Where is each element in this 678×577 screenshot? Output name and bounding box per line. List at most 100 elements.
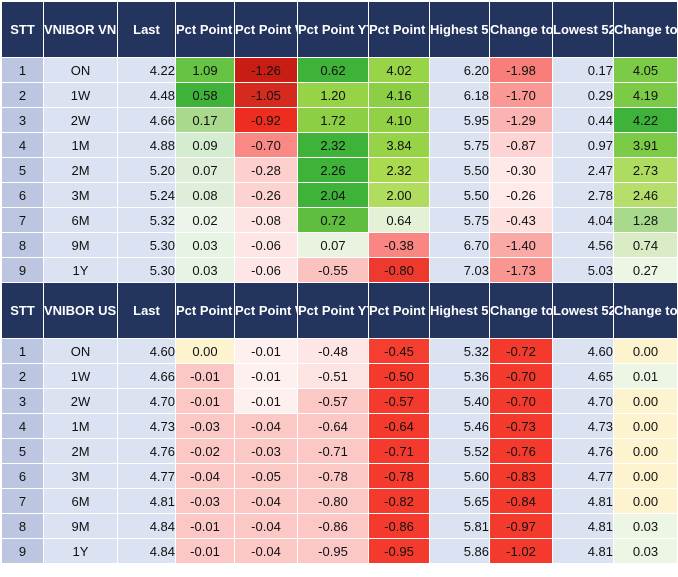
stt-cell: 4 <box>1 413 44 439</box>
table-row: 3 2W 4.70 -0.01 -0.01 -0.57 -0.57 5.40 -0.70 4.70… <box>1 388 678 414</box>
change-to-h52w-cell: -1.73 <box>489 257 553 283</box>
highest-52w-header: Highest 52W <box>429 1 490 58</box>
last-header: Last <box>117 282 176 339</box>
highest-52w-cell: 5.50 <box>429 182 490 208</box>
pct-ytd-cell: -0.95 <box>297 538 369 564</box>
pct-ww-cell: -0.03 <box>234 438 298 464</box>
lowest-52w-cell: 5.03 <box>552 257 614 283</box>
change-to-l52w-cell: 1.28 <box>613 207 678 233</box>
table-row: 2 1W 4.48 0.58 -1.05 1.20 4.16 6.18 -1.70 0.29 4.1… <box>1 82 678 108</box>
highest-52w-cell: 5.32 <box>429 338 490 364</box>
stt-cell: 6 <box>1 182 44 208</box>
pct-dd-cell: -0.02 <box>175 438 235 464</box>
lowest-52w-cell: 4.70 <box>552 388 614 414</box>
highest-52w-cell: 5.75 <box>429 132 490 158</box>
change-to-l52w-cell: 2.73 <box>613 157 678 183</box>
lowest-52w-cell: 4.77 <box>552 463 614 489</box>
change-to-l52w-cell: 0.00 <box>613 488 678 514</box>
pct-ww-cell: -0.04 <box>234 513 298 539</box>
change-to-l52w-cell: 0.00 <box>613 438 678 464</box>
pct-yy-header: Pct Point Y/Y <box>368 1 430 58</box>
table-row: 3 2W 4.66 0.17 -0.92 1.72 4.10 5.95 -1.29 0.44 4.2… <box>1 107 678 133</box>
lowest-52w-cell: 4.60 <box>552 338 614 364</box>
change-to-l52w-cell: 0.03 <box>613 538 678 564</box>
pct-ytd-cell: -0.86 <box>297 513 369 539</box>
pct-dd-cell: 0.03 <box>175 232 235 258</box>
pct-ytd-cell: 1.20 <box>297 82 369 108</box>
change-to-h52w-cell: -0.76 <box>489 438 553 464</box>
highest-52w-cell: 5.52 <box>429 438 490 464</box>
pct-dd-cell: 0.02 <box>175 207 235 233</box>
pct-yy-cell: -0.50 <box>368 363 430 389</box>
pct-ytd-cell: -0.55 <box>297 257 369 283</box>
pct-yy-cell: 2.32 <box>368 157 430 183</box>
stt-cell: 9 <box>1 257 44 283</box>
pct-yy-cell: -0.78 <box>368 463 430 489</box>
lowest-52w-header: Lowest 52W <box>552 282 614 339</box>
tenor-header: VNIBOR USD <box>43 282 118 339</box>
lowest-52w-cell: 2.47 <box>552 157 614 183</box>
table-row: 7 6M 5.32 0.02 -0.08 0.72 0.64 5.75 -0.43 4.04 1.2… <box>1 207 678 233</box>
pct-ww-cell: -0.01 <box>234 363 298 389</box>
change-to-l52w-cell: 0.74 <box>613 232 678 258</box>
pct-ytd-cell: -0.57 <box>297 388 369 414</box>
table-row: 6 3M 4.77 -0.04 -0.05 -0.78 -0.78 5.60 -0.83 4.77… <box>1 463 678 489</box>
change-to-h52w-cell: -0.84 <box>489 488 553 514</box>
highest-52w-header: Highest 52W <box>429 282 490 339</box>
pct-dd-cell: 0.03 <box>175 257 235 283</box>
tenor-cell: 6M <box>43 488 118 514</box>
pct-ytd-cell: -0.51 <box>297 363 369 389</box>
tenor-cell: 1W <box>43 363 118 389</box>
table-row: 7 6M 4.81 -0.03 -0.04 -0.80 -0.82 5.65 -0.84 4.81… <box>1 488 678 514</box>
lowest-52w-cell: 4.65 <box>552 363 614 389</box>
lowest-52w-cell: 0.17 <box>552 57 614 83</box>
pct-ytd-cell: -0.64 <box>297 413 369 439</box>
table-row: 5 2M 5.20 0.07 -0.28 2.26 2.32 5.50 -0.30 2.47 2.7… <box>1 157 678 183</box>
change-to-h52w-cell: -1.02 <box>489 538 553 564</box>
pct-yy-cell: 0.64 <box>368 207 430 233</box>
pct-ytd-cell: 2.32 <box>297 132 369 158</box>
change-to-h52w-cell: -0.73 <box>489 413 553 439</box>
change-to-h52w-cell: -0.87 <box>489 132 553 158</box>
pct-ww-cell: -0.92 <box>234 107 298 133</box>
stt-header: STT <box>1 282 44 339</box>
tenor-cell: ON <box>43 57 118 83</box>
change-to-h52w-cell: -1.98 <box>489 57 553 83</box>
highest-52w-cell: 5.65 <box>429 488 490 514</box>
stt-cell: 7 <box>1 207 44 233</box>
change-to-l52w-cell: 4.19 <box>613 82 678 108</box>
change-to-l52w-cell: 3.91 <box>613 132 678 158</box>
table-row: 2 1W 4.66 -0.01 -0.01 -0.51 -0.50 5.36 -0.70 4.65… <box>1 363 678 389</box>
lowest-52w-cell: 4.73 <box>552 413 614 439</box>
stt-header: STT <box>1 1 44 58</box>
pct-dd-cell: -0.01 <box>175 388 235 414</box>
change-to-h52w-cell: -0.83 <box>489 463 553 489</box>
pct-yy-cell: 2.00 <box>368 182 430 208</box>
stt-cell: 2 <box>1 363 44 389</box>
pct-ww-cell: -0.04 <box>234 488 298 514</box>
last-cell: 4.66 <box>117 107 176 133</box>
stt-cell: 5 <box>1 157 44 183</box>
last-cell: 4.77 <box>117 463 176 489</box>
pct-dd-cell: 0.17 <box>175 107 235 133</box>
change-to-h52w-cell: -0.30 <box>489 157 553 183</box>
table-row: 4 1M 4.88 0.09 -0.70 2.32 3.84 5.75 -0.87 0.97 3.9… <box>1 132 678 158</box>
stt-cell: 1 <box>1 338 44 364</box>
table-row: 1 ON 4.22 1.09 -1.26 0.62 4.02 6.20 -1.98 0.17 4.0… <box>1 57 678 83</box>
pct-dd-cell: -0.03 <box>175 488 235 514</box>
pct-dd-header: Pct Point D/D <box>175 282 235 339</box>
last-cell: 4.66 <box>117 363 176 389</box>
pct-dd-cell: 1.09 <box>175 57 235 83</box>
pct-ww-cell: -0.70 <box>234 132 298 158</box>
change-to-h52w-cell: -0.70 <box>489 388 553 414</box>
change-to-h52w-cell: -0.70 <box>489 363 553 389</box>
pct-dd-cell: -0.04 <box>175 463 235 489</box>
last-cell: 4.22 <box>117 57 176 83</box>
change-to-l52w-cell: 0.00 <box>613 413 678 439</box>
lowest-52w-cell: 0.97 <box>552 132 614 158</box>
highest-52w-cell: 5.40 <box>429 388 490 414</box>
pct-yy-cell: -0.64 <box>368 413 430 439</box>
stt-cell: 7 <box>1 488 44 514</box>
tenor-header: VNIBOR VND <box>43 1 118 58</box>
